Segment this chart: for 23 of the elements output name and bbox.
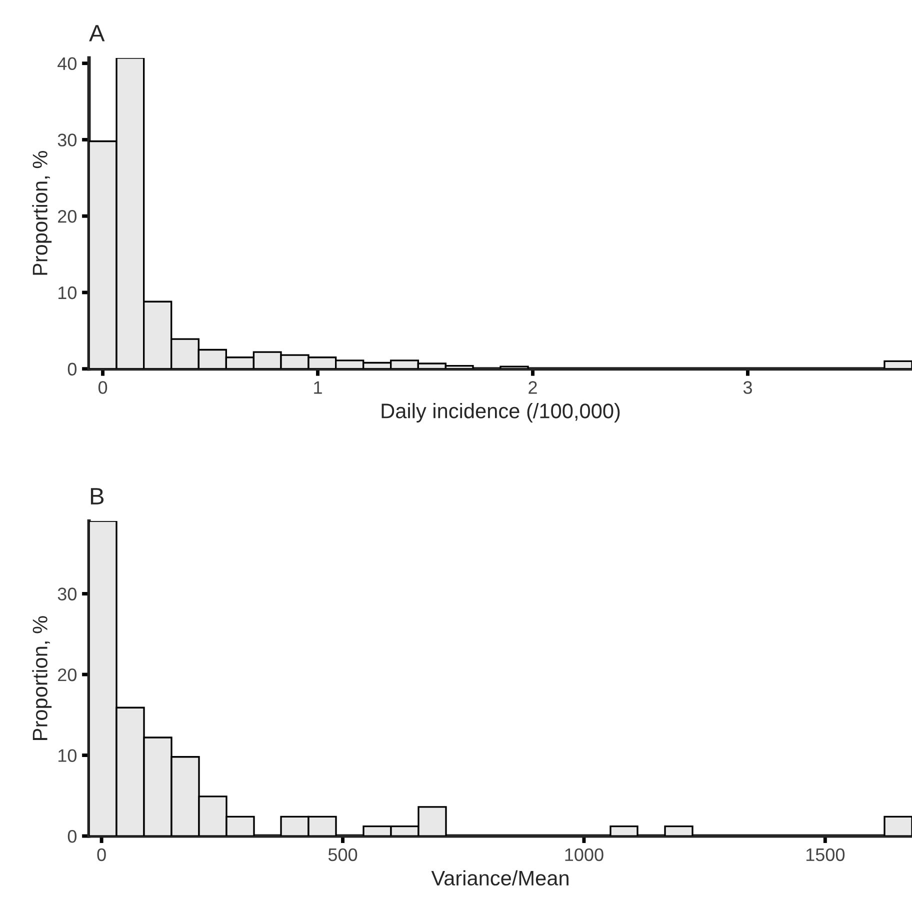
y-tick-label: 20	[58, 210, 76, 223]
x-axis-title: Variance/Mean	[431, 870, 568, 886]
y-tick-label: 0	[68, 362, 76, 376]
y-tick-label: 20	[58, 668, 76, 682]
x-tick-label: 1	[314, 381, 322, 394]
x-axis-title: Daily incidence (/100,000)	[382, 403, 620, 422]
x-tick-label: 1500	[806, 848, 845, 862]
y-tick-label: 0	[68, 830, 76, 843]
y-axis-title: Proportion, %	[32, 151, 52, 275]
chart-title: B	[90, 488, 104, 504]
y-tick-label: 30	[58, 588, 76, 600]
x-tick-label: 2	[528, 381, 537, 394]
x-tick-label: 1000	[565, 848, 604, 862]
x-tick-label: 3	[743, 381, 752, 394]
chart-title: A	[89, 25, 105, 42]
y-tick-label: 40	[58, 57, 76, 70]
x-tick-label: 500	[328, 848, 358, 862]
y-tick-label: 10	[58, 749, 76, 762]
x-tick-label: 0	[97, 848, 106, 862]
x-tick-label: 0	[98, 381, 108, 394]
y-axis-title: Proportion, %	[32, 616, 52, 740]
y-tick-label: 30	[58, 134, 76, 146]
y-tick-label: 10	[58, 286, 76, 300]
